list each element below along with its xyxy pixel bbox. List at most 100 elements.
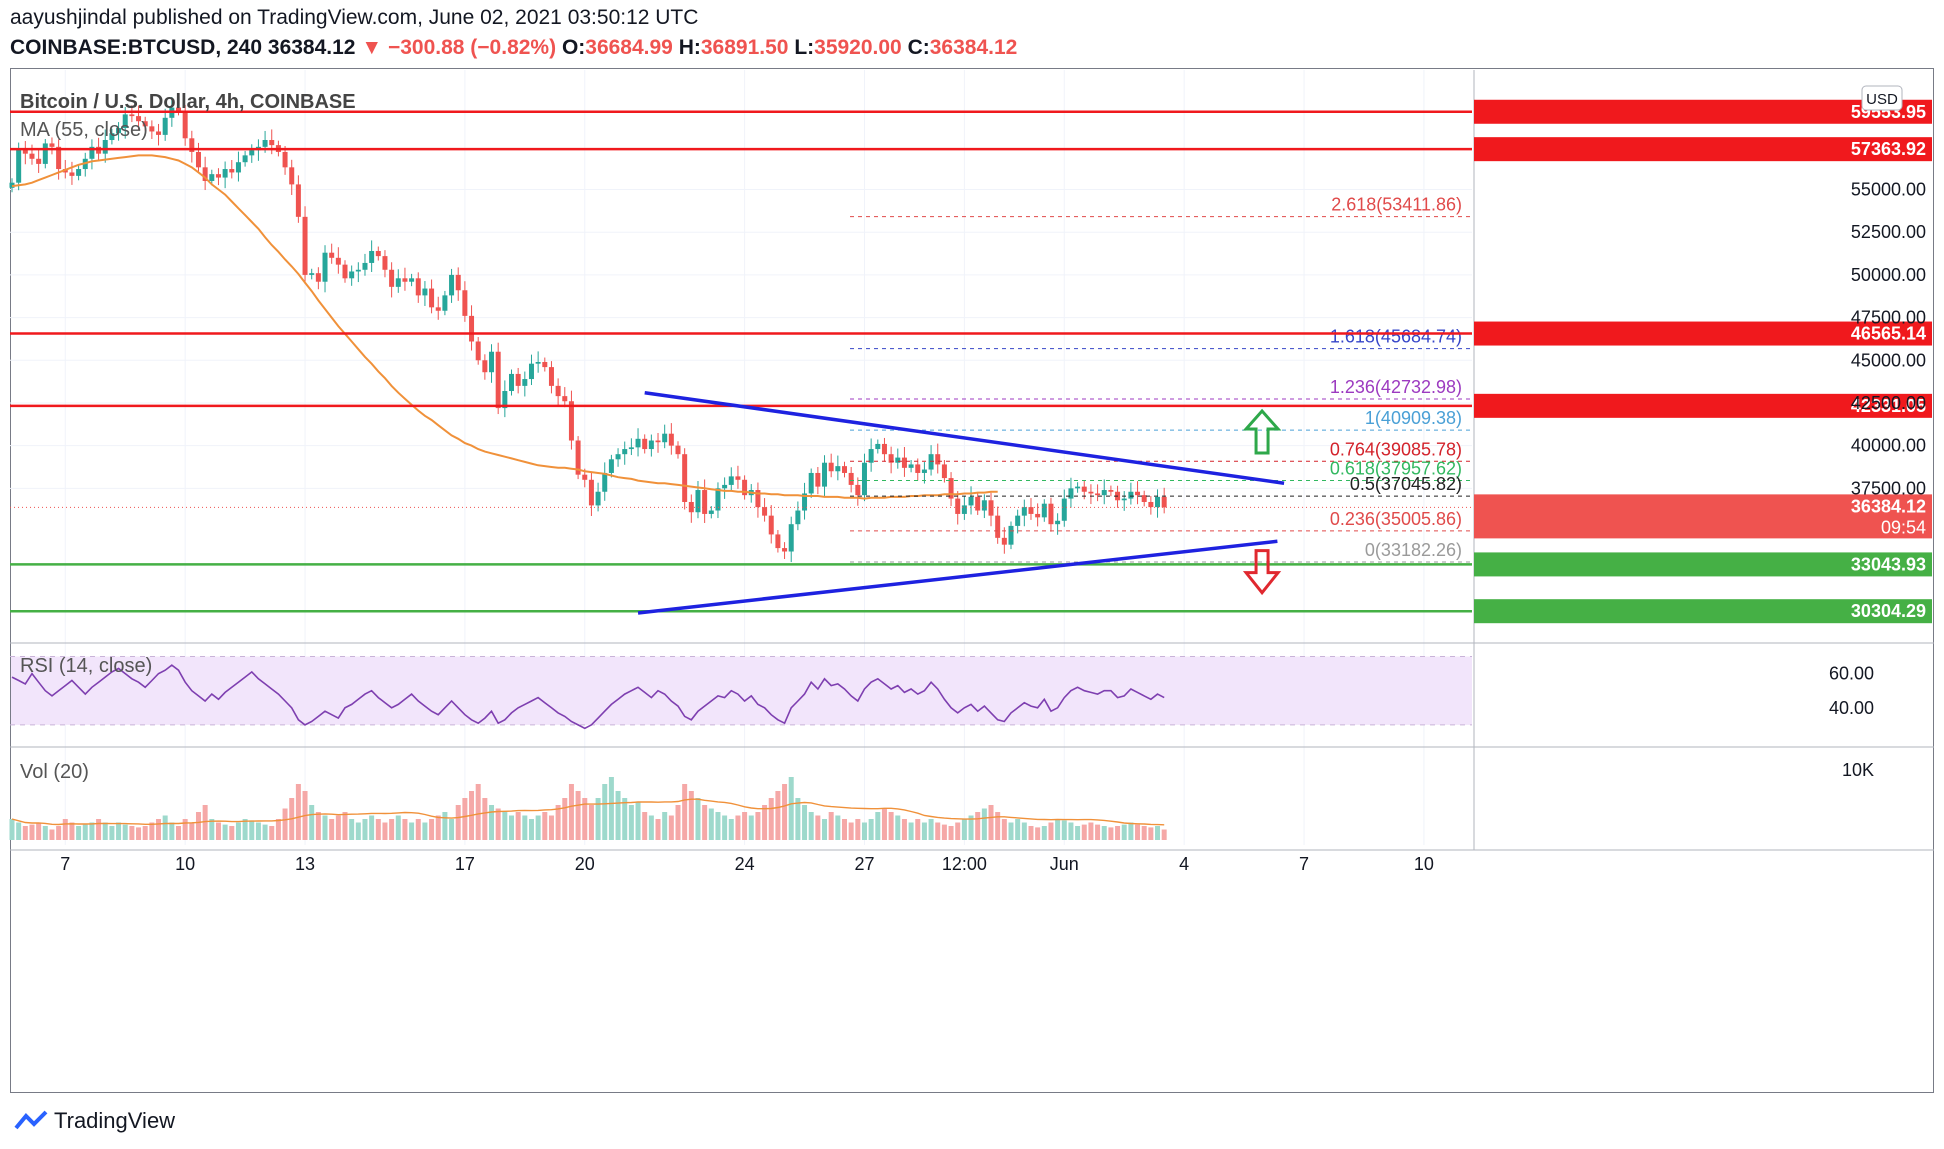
author[interactable]: aayushjindal	[10, 6, 127, 29]
volume-bar	[861, 822, 867, 840]
volume-bar	[1135, 824, 1141, 840]
last-price-label: 36384.12	[1851, 496, 1926, 516]
volume-bar	[262, 824, 268, 840]
time-tick-label: 17	[455, 854, 475, 874]
volume-bar	[215, 822, 221, 840]
candle-body	[888, 454, 894, 463]
volume-bar	[482, 798, 488, 840]
volume-bar	[42, 826, 48, 840]
candle-body	[489, 351, 495, 373]
volume-bar	[56, 826, 62, 840]
candle-body	[209, 174, 215, 181]
candle-body	[182, 110, 188, 139]
volume-bar	[1115, 826, 1121, 840]
candle-body	[1088, 491, 1094, 494]
candle-body	[1061, 498, 1067, 521]
volume-bar	[209, 819, 215, 840]
trendline	[644, 390, 1285, 485]
volume-bar	[1015, 819, 1021, 840]
low-value: 35920.00	[814, 36, 902, 59]
candle-body	[475, 341, 481, 361]
candle-body	[1055, 520, 1061, 525]
volume-bar	[142, 826, 148, 840]
rsi-tick-label: 60.00	[1829, 664, 1874, 684]
volume-bar	[435, 815, 441, 840]
candle-body	[1081, 486, 1087, 492]
volume-bar	[1161, 829, 1167, 840]
volume-bar	[322, 815, 328, 840]
candle-body	[215, 174, 221, 178]
candle-body	[755, 490, 761, 508]
fib-level-label: 2.618(53411.86)	[1331, 195, 1462, 215]
candle-body	[229, 169, 235, 173]
volume-bar	[222, 824, 228, 840]
candle-body	[742, 479, 748, 496]
candle-body	[202, 167, 208, 181]
volume-bar	[855, 819, 861, 840]
candle-body	[861, 462, 867, 496]
fib-level-label: 0.618(37957.62)	[1330, 459, 1462, 479]
volume-bar	[382, 822, 388, 840]
candle-body	[835, 466, 841, 472]
time-tick-label: 27	[854, 854, 874, 874]
candle-body	[69, 172, 75, 176]
volume-bar	[755, 812, 761, 840]
candle-body	[156, 131, 162, 135]
candle-body	[722, 484, 728, 489]
volume-bar	[96, 819, 102, 840]
candle-body	[1001, 537, 1007, 545]
candle-body	[1075, 486, 1081, 489]
fib-level-label: 1(40909.38)	[1365, 408, 1462, 428]
volume-bar	[235, 822, 241, 840]
trendline	[637, 539, 1278, 615]
volume-bar	[462, 798, 468, 840]
publish-line: aayushjindal published on TradingView.co…	[10, 6, 698, 30]
candle-body	[242, 155, 248, 163]
candle-body	[249, 150, 255, 156]
volume-bar	[695, 798, 701, 840]
candle-body	[142, 121, 148, 127]
candle-body	[415, 278, 421, 296]
volume-bar	[1141, 826, 1147, 840]
volume-bar	[136, 827, 142, 840]
time-tick-label: 10	[175, 854, 195, 874]
price-tick-label: 47500.00	[1851, 308, 1926, 328]
volume-bar	[662, 812, 668, 840]
volume-bar	[748, 815, 754, 840]
tradingview-logo[interactable]: TradingView	[14, 1108, 175, 1134]
fib-level-label: 0.236(35005.86)	[1330, 509, 1462, 529]
candle-body	[322, 252, 328, 282]
candle-body	[975, 496, 981, 511]
level-price-label: 33043.93	[1851, 554, 1926, 574]
candle-body	[1041, 503, 1047, 518]
volume-bar	[888, 812, 894, 840]
volume-bar	[509, 815, 514, 840]
volume-bar	[528, 819, 534, 840]
candle-body	[329, 252, 335, 258]
candle-body	[915, 464, 921, 473]
candle-body	[349, 271, 355, 279]
candle-body	[815, 472, 821, 487]
volume-bar	[722, 815, 728, 840]
level-price-label: 46565.14	[1851, 324, 1926, 344]
volume-bar	[555, 805, 561, 840]
candle-body	[788, 524, 794, 552]
last-price-tag	[1474, 494, 1932, 539]
time-tick-label: 4	[1179, 854, 1189, 874]
candle-body	[808, 472, 814, 494]
up-arrow-icon	[1242, 408, 1282, 455]
candle-body	[176, 107, 181, 111]
rsi-line	[11, 664, 1165, 730]
candle-body	[515, 373, 521, 386]
volume-bar	[1001, 819, 1007, 840]
candle-body	[642, 438, 648, 450]
volume-bar	[402, 819, 408, 840]
candle-body	[675, 445, 681, 455]
volume-bar	[116, 822, 122, 840]
volume-bar	[189, 822, 195, 840]
candle-body	[901, 457, 907, 468]
candle-body	[335, 257, 341, 265]
volume-bar	[1028, 826, 1034, 840]
volume-bar	[961, 819, 967, 840]
